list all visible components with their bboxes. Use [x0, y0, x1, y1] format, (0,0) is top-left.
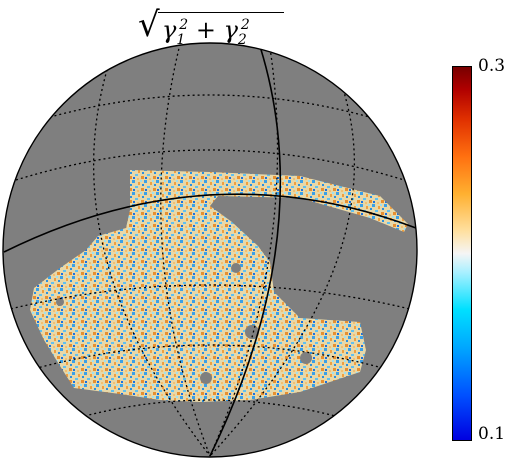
sphere-outline	[2, 42, 418, 458]
solid-great-circles	[3, 43, 417, 457]
radical-bar	[158, 12, 284, 13]
map-title: √ γ12 + γ22	[132, 4, 292, 48]
survey-footprint	[30, 170, 408, 402]
colorbar-min-label: 0.1	[478, 424, 506, 444]
colorbar	[452, 66, 472, 441]
graticule	[5, 43, 415, 457]
colorbar-max-label: 0.3	[478, 56, 506, 76]
title-expression: γ12 + γ22	[162, 16, 250, 48]
sky-map	[2, 42, 418, 458]
radical-sign: √	[138, 5, 160, 45]
